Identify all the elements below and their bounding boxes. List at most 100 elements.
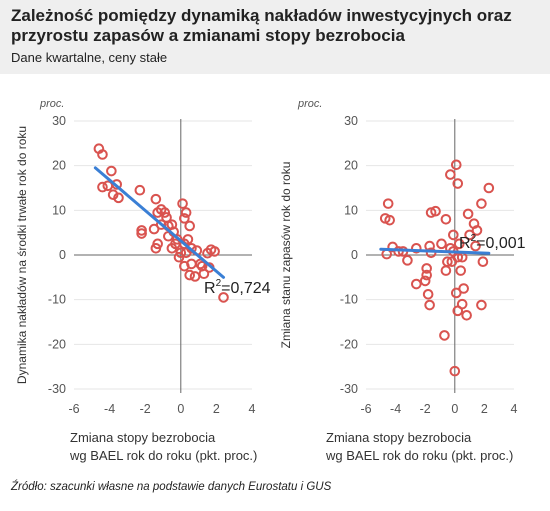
x-axis-title: wg BAEL rok do roku (pkt. proc.): [69, 448, 257, 463]
data-point: [425, 207, 437, 218]
data-point: [471, 225, 483, 236]
data-point: [184, 220, 195, 232]
x-tick-label: -6: [360, 402, 371, 416]
y-tick-label: -10: [340, 293, 358, 307]
x-axis-title: wg BAEL rok do roku (pkt. proc.): [325, 448, 513, 463]
source-note: Źródło: szacunki własne na podstawie dan…: [11, 481, 332, 493]
x-axis-title: Zmiana stopy bezrobocia: [326, 430, 472, 445]
data-point: [166, 243, 178, 254]
y-tick-label: 10: [344, 203, 358, 217]
data-point: [440, 213, 452, 225]
data-point: [424, 299, 435, 311]
x-tick-label: 4: [511, 402, 518, 416]
trend-line: [379, 247, 491, 255]
data-point: [462, 208, 474, 220]
data-point: [209, 246, 220, 257]
data-point: [470, 240, 481, 252]
data-point: [173, 251, 185, 263]
unit-label: proc.: [39, 98, 64, 110]
data-point: [107, 189, 119, 200]
data-point: [440, 265, 452, 276]
x-axis-title: Zmiana stopy bezrobocia: [70, 430, 216, 445]
y-tick-label: 0: [59, 248, 66, 262]
x-tick-label: -6: [68, 402, 79, 416]
data-point: [166, 219, 178, 230]
r-squared-label: R2=0,001: [459, 233, 526, 252]
data-point: [419, 275, 431, 287]
page-title: Zależność pomiędzy dynamiką nakładów inw…: [11, 6, 512, 45]
data-point: [136, 225, 147, 236]
x-tick-label: 0: [177, 402, 184, 416]
data-point: [476, 198, 487, 209]
data-point: [436, 238, 447, 250]
page-subtitle: Dane kwartalne, ceny stałe: [11, 50, 168, 65]
data-point: [456, 298, 468, 310]
data-point: [450, 287, 462, 299]
y-tick-label: 30: [344, 114, 358, 128]
y-axis-title: Zmiana stanu zapasów rok do roku: [279, 162, 293, 349]
data-point: [402, 255, 413, 266]
data-point: [198, 268, 210, 280]
data-point: [179, 213, 190, 224]
y-tick-label: -30: [48, 382, 66, 396]
data-point: [458, 283, 469, 294]
data-point: [184, 269, 195, 281]
data-point: [445, 169, 456, 180]
data-point: [477, 256, 489, 268]
x-tick-label: -4: [104, 402, 115, 416]
data-point: [384, 214, 395, 226]
data-point: [411, 243, 422, 254]
data-point: [381, 248, 393, 260]
data-point: [461, 310, 472, 321]
y-tick-label: 10: [52, 203, 66, 217]
trend-line: [93, 166, 226, 279]
data-point: [218, 292, 229, 303]
data-point: [464, 229, 475, 241]
data-point: [136, 228, 147, 239]
data-point: [452, 178, 464, 189]
data-point: [150, 193, 162, 205]
data-point: [150, 243, 162, 254]
y-tick-label: 30: [52, 114, 66, 128]
data-point: [177, 198, 188, 209]
r-squared-label: R2=0,724: [204, 278, 271, 297]
data-point: [97, 181, 108, 193]
data-point: [425, 247, 437, 259]
data-point: [106, 165, 117, 177]
data-point: [186, 243, 197, 254]
y-tick-label: 20: [52, 159, 66, 173]
data-point: [134, 184, 146, 196]
x-tick-label: 2: [481, 402, 488, 416]
data-point: [422, 289, 434, 300]
x-tick-label: -2: [140, 402, 151, 416]
data-point: [483, 182, 495, 194]
data-point: [189, 271, 201, 282]
data-point: [448, 229, 459, 241]
y-tick-label: -20: [48, 337, 66, 351]
data-point: [450, 159, 462, 171]
y-tick-label: 20: [344, 159, 358, 173]
y-axis-title: Dynamika nakładów na środki trwałe rok d…: [15, 126, 29, 384]
data-point: [430, 205, 441, 217]
data-point: [453, 238, 465, 250]
unit-label: proc.: [297, 98, 322, 110]
data-point: [155, 219, 167, 230]
x-tick-label: 0: [451, 402, 458, 416]
data-point: [159, 207, 171, 218]
y-tick-label: -30: [340, 382, 358, 396]
header-band: [0, 0, 550, 74]
data-point: [195, 258, 206, 270]
y-tick-label: 0: [351, 248, 358, 262]
data-point: [180, 207, 192, 218]
y-tick-label: -10: [48, 293, 66, 307]
data-point: [455, 265, 467, 276]
data-point: [113, 192, 124, 204]
x-tick-label: 4: [249, 402, 256, 416]
x-tick-label: -4: [390, 402, 401, 416]
data-point: [421, 269, 432, 281]
data-point: [97, 149, 108, 160]
x-tick-label: -2: [420, 402, 431, 416]
